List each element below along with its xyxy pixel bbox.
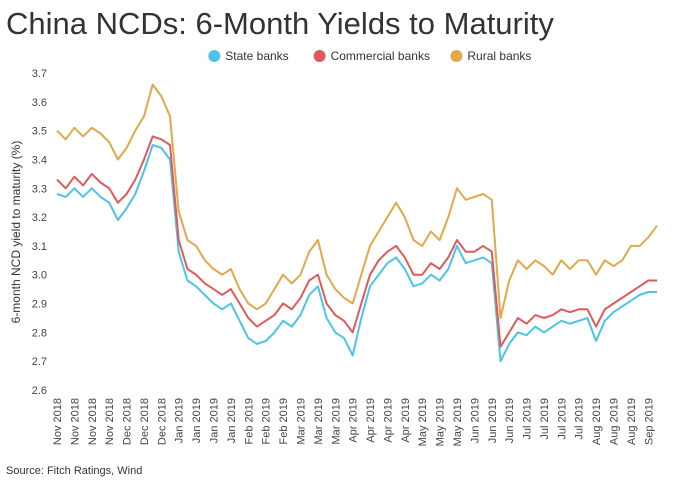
source: Source: Fitch Ratings, Wind [6, 465, 142, 477]
y-tick-label: 2.9 [32, 299, 47, 311]
legend-swatch [208, 50, 221, 62]
legend-label: Commercial banks [331, 49, 430, 63]
x-tick-label: Apr 2019 [400, 398, 412, 443]
x-tick-label: Jan 2019 [191, 398, 203, 443]
x-tick-label: Dec 2018 [122, 398, 134, 445]
y-tick-label: 2.8 [32, 327, 47, 339]
series-line [56, 135, 657, 348]
y-tick-label: 3.0 [32, 270, 47, 282]
x-tick-label: May 2019 [452, 398, 464, 446]
x-tick-label: Aug 2019 [591, 398, 603, 445]
x-tick-label: Sep 2019 [643, 398, 655, 445]
x-tick-label: Jan 2019 [174, 398, 186, 443]
y-tick-label: 3.6 [32, 97, 47, 109]
x-tick-label: Jul 2019 [539, 398, 551, 440]
x-tick-label: Jul 2019 [574, 398, 586, 440]
y-tick-label: 3.2 [32, 212, 47, 224]
x-tick-label: Jul 2019 [522, 398, 534, 440]
x-tick-label: Jul 2019 [556, 398, 568, 440]
x-tick-label: Apr 2019 [382, 398, 394, 443]
x-tick-label: Nov 2018 [104, 398, 116, 445]
x-tick-label: Apr 2019 [348, 398, 360, 443]
y-tick-label: 2.6 [32, 385, 47, 397]
x-tick-label: Aug 2019 [626, 398, 638, 445]
x-tick-label: May 2019 [435, 398, 447, 446]
legend-label: State banks [225, 49, 288, 63]
chart-title: China NCDs: 6-Month Yields to Maturity [6, 6, 554, 41]
y-tick-label: 3.7 [32, 68, 47, 80]
y-tick-label: 3.4 [32, 154, 47, 166]
x-tick-label: Mar 2019 [330, 398, 342, 444]
x-tick-label: Jun 2019 [487, 398, 499, 443]
legend-swatch [313, 50, 326, 62]
y-tick-label: 2.7 [32, 356, 47, 368]
series-line [56, 144, 657, 363]
series-line [56, 83, 658, 319]
x-tick-label: Mar 2019 [295, 398, 307, 444]
x-tick-label: Jan 2019 [226, 398, 238, 443]
x-tick-label: Feb 2019 [261, 398, 273, 444]
y-tick-label: 3.3 [32, 183, 47, 195]
x-tick-label: Jun 2019 [469, 398, 481, 443]
y-tick-label: 3.1 [32, 241, 47, 253]
y-axis-label: 6-month NCD yield to maturity (%) [9, 141, 23, 324]
legend-swatch [450, 50, 463, 62]
x-tick-label: Aug 2019 [609, 398, 621, 445]
legend-label: Rural banks [467, 49, 531, 63]
x-tick-label: Nov 2018 [52, 398, 64, 445]
x-tick-label: Dec 2018 [156, 398, 168, 445]
x-tick-label: Jun 2019 [504, 398, 516, 443]
x-tick-label: Jan 2019 [209, 398, 221, 443]
x-tick-label: Apr 2019 [365, 398, 377, 443]
x-tick-label: Feb 2019 [278, 398, 290, 444]
y-tick-label: 3.5 [32, 126, 47, 138]
x-tick-label: Dec 2018 [139, 398, 151, 445]
x-tick-label: Mar 2019 [313, 398, 325, 444]
x-tick-label: Feb 2019 [243, 398, 255, 444]
x-tick-label: Nov 2018 [87, 398, 99, 445]
x-tick-label: May 2019 [417, 398, 429, 446]
x-tick-label: Nov 2018 [69, 398, 81, 445]
